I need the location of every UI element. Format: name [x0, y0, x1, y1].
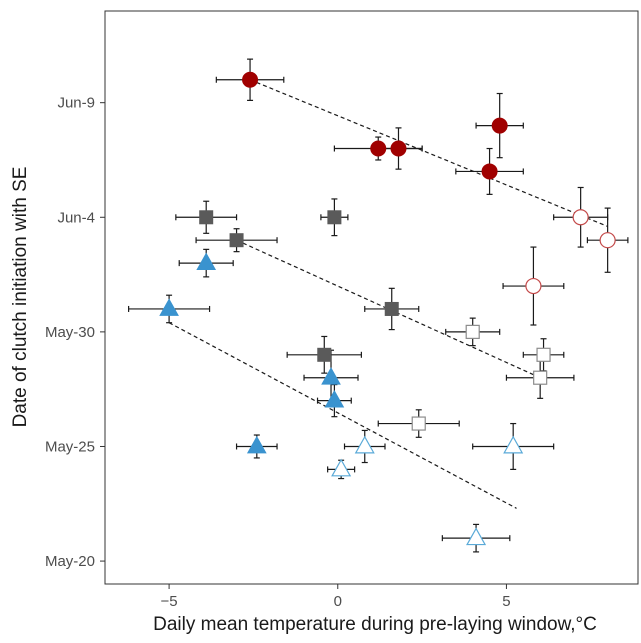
circle-point [370, 140, 387, 157]
x-axis-title: Daily mean temperature during pre-laying… [153, 614, 597, 635]
x-tick-label: −5 [161, 593, 178, 610]
triangle-point [331, 458, 352, 477]
square-point [229, 233, 244, 248]
square-point [384, 301, 399, 316]
square-point [465, 324, 480, 339]
x-tick-label: 0 [334, 593, 342, 610]
y-tick-label: May-30 [45, 324, 95, 341]
plot-panel [104, 10, 639, 585]
circle-point [242, 71, 259, 88]
axes: −5 0 5 May-20 May-25 May-30 Jun-4 Jun-9 [45, 95, 511, 610]
circle-point [525, 277, 542, 295]
triangle-point [503, 435, 524, 454]
trend-lines [168, 79, 608, 509]
triangle-point [466, 527, 487, 546]
triangle-point [321, 367, 341, 385]
triangle-point [246, 435, 267, 454]
circle-point [599, 232, 616, 249]
circle-point [491, 117, 508, 134]
square-point [317, 347, 332, 362]
triangle-point [324, 390, 345, 408]
data-points [159, 71, 616, 546]
square-point [411, 416, 426, 431]
square-point [533, 370, 548, 385]
triangle-point [354, 435, 375, 454]
x-tick-label: 5 [502, 593, 510, 610]
trend-line [249, 79, 608, 228]
y-axis-title: Date of clutch initiation with SE [10, 167, 31, 428]
triangle-point [159, 298, 179, 316]
square-point [327, 210, 342, 225]
y-tick-label: Jun-9 [57, 95, 95, 112]
y-tick-label: May-25 [45, 438, 95, 455]
square-point [199, 210, 214, 225]
triangle-point [196, 252, 217, 271]
y-tick-label: May-20 [45, 553, 95, 570]
trend-line [168, 322, 517, 509]
y-tick-label: Jun-4 [57, 209, 95, 226]
circle-point [572, 209, 589, 226]
circle-point [481, 163, 498, 180]
square-point [536, 347, 551, 362]
circle-point [390, 140, 407, 157]
